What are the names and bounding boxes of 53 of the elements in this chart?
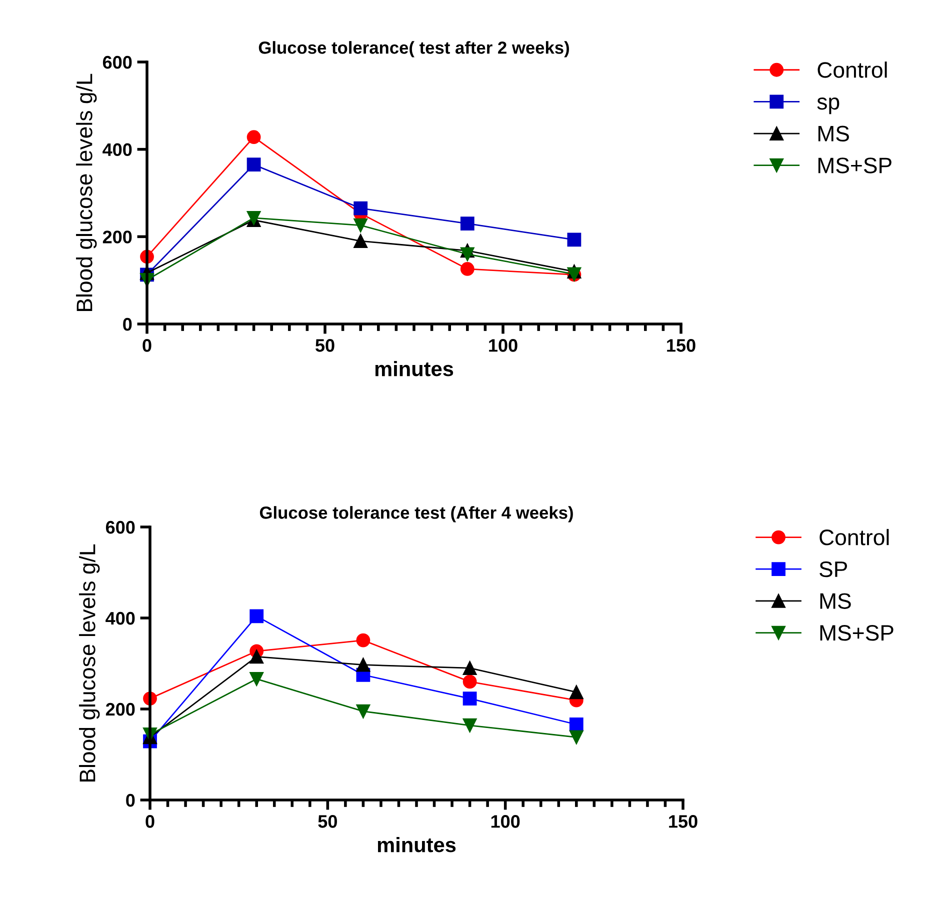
point <box>246 210 261 225</box>
y-tick-label: 400 <box>106 612 135 625</box>
point <box>569 730 584 744</box>
x-axis-title: minutes <box>378 836 456 852</box>
point <box>354 201 368 216</box>
point <box>462 674 477 689</box>
y-tick-label: 400 <box>102 143 132 156</box>
chart-title: Glucose tolerance( test after 2 weeks) <box>258 41 569 58</box>
point <box>356 704 370 718</box>
point <box>567 232 582 247</box>
x-tick-label: 0 <box>142 339 152 352</box>
y-tick-label: 200 <box>106 702 135 716</box>
x-tick-label: 150 <box>669 815 698 828</box>
y-tick-label: 0 <box>123 318 132 331</box>
legend-label: sp <box>817 98 840 114</box>
x-tick-label: 50 <box>316 339 334 352</box>
point <box>354 218 368 232</box>
x-tick-label: 0 <box>146 815 154 828</box>
point <box>569 685 584 700</box>
legend-label: MS+SP <box>820 625 894 641</box>
y-tick-label: 200 <box>102 230 132 244</box>
point <box>356 658 370 672</box>
point <box>462 661 477 675</box>
legend-label: SP <box>820 561 847 578</box>
legend-label: Control <box>820 528 889 546</box>
legend-label: MS+SP <box>818 158 892 174</box>
point <box>569 718 584 732</box>
x-tick-label: 50 <box>318 815 337 828</box>
x-tick-label: 100 <box>489 339 518 352</box>
chart-title: Glucose tolerance test (After 4 weeks) <box>260 506 573 522</box>
point <box>460 216 474 231</box>
point <box>250 609 264 624</box>
legend-label: MS <box>818 126 849 142</box>
point <box>250 672 264 686</box>
y-axis-title: Blood glucose levels g/L <box>79 544 100 782</box>
point <box>462 692 477 706</box>
x-axis-title: minutes <box>375 360 454 376</box>
x-tick-label: 150 <box>667 339 696 352</box>
point <box>462 718 477 732</box>
point <box>354 234 368 248</box>
legend-label: MS <box>820 593 851 609</box>
point <box>246 158 261 172</box>
y-tick-label: 600 <box>106 520 135 534</box>
point <box>460 262 474 276</box>
y-tick-label: 0 <box>126 794 135 807</box>
y-axis-title: Blood glucose levels g/L <box>76 74 97 311</box>
point <box>356 633 370 648</box>
y-tick-label: 600 <box>102 56 132 69</box>
point <box>250 650 264 664</box>
x-tick-label: 100 <box>491 815 520 828</box>
point <box>460 247 474 262</box>
legend-label: Control <box>818 62 887 78</box>
point <box>246 130 261 144</box>
